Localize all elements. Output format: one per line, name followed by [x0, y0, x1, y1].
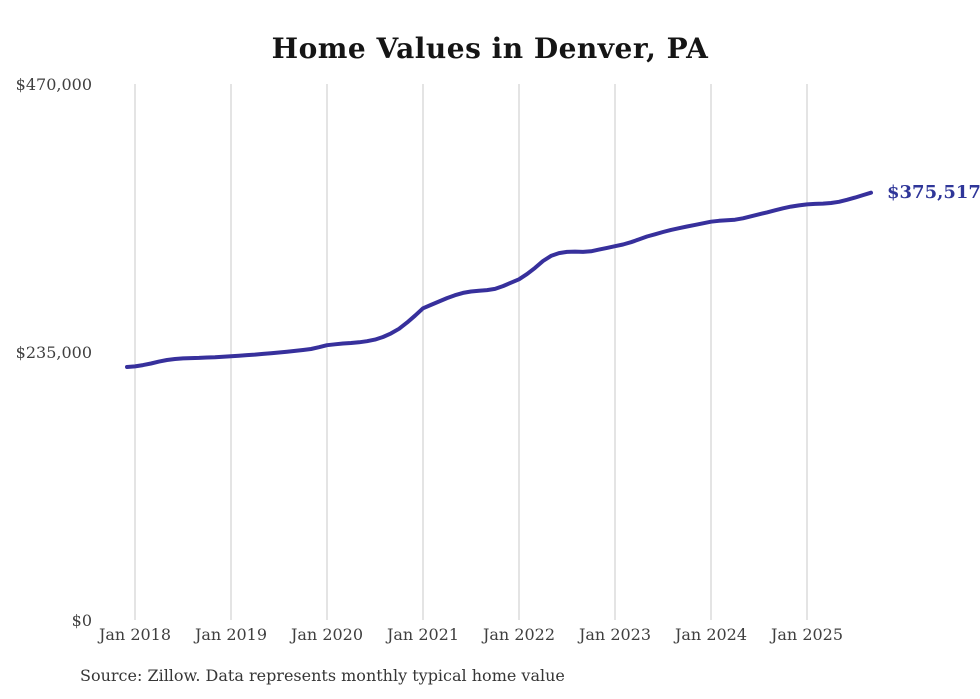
- y-axis-tick-label: $470,000: [15, 75, 92, 94]
- x-axis-tick-label: Jan 2022: [482, 625, 556, 644]
- home-value-line: [125, 190, 873, 369]
- x-axis-tick-label: Jan 2021: [386, 625, 460, 644]
- x-axis-tick-label: Jan 2019: [194, 625, 268, 644]
- chart-title: Home Values in Denver, PA: [271, 32, 709, 65]
- x-axis-tick-label: Jan 2020: [290, 625, 364, 644]
- source-note: Source: Zillow. Data represents monthly …: [80, 666, 565, 685]
- y-axis-tick-label: $0: [71, 610, 92, 630]
- y-axis-tick-label: $235,000: [15, 342, 92, 362]
- x-axis-tick-label: Jan 2023: [578, 625, 652, 644]
- final-value-label: $375,517: [887, 181, 980, 203]
- x-axis-tick-label: Jan 2018: [98, 625, 172, 644]
- x-axis-tick-label: Jan 2024: [674, 625, 748, 644]
- gridlines: [134, 84, 808, 620]
- x-axis-tick-label: Jan 2025: [770, 625, 844, 644]
